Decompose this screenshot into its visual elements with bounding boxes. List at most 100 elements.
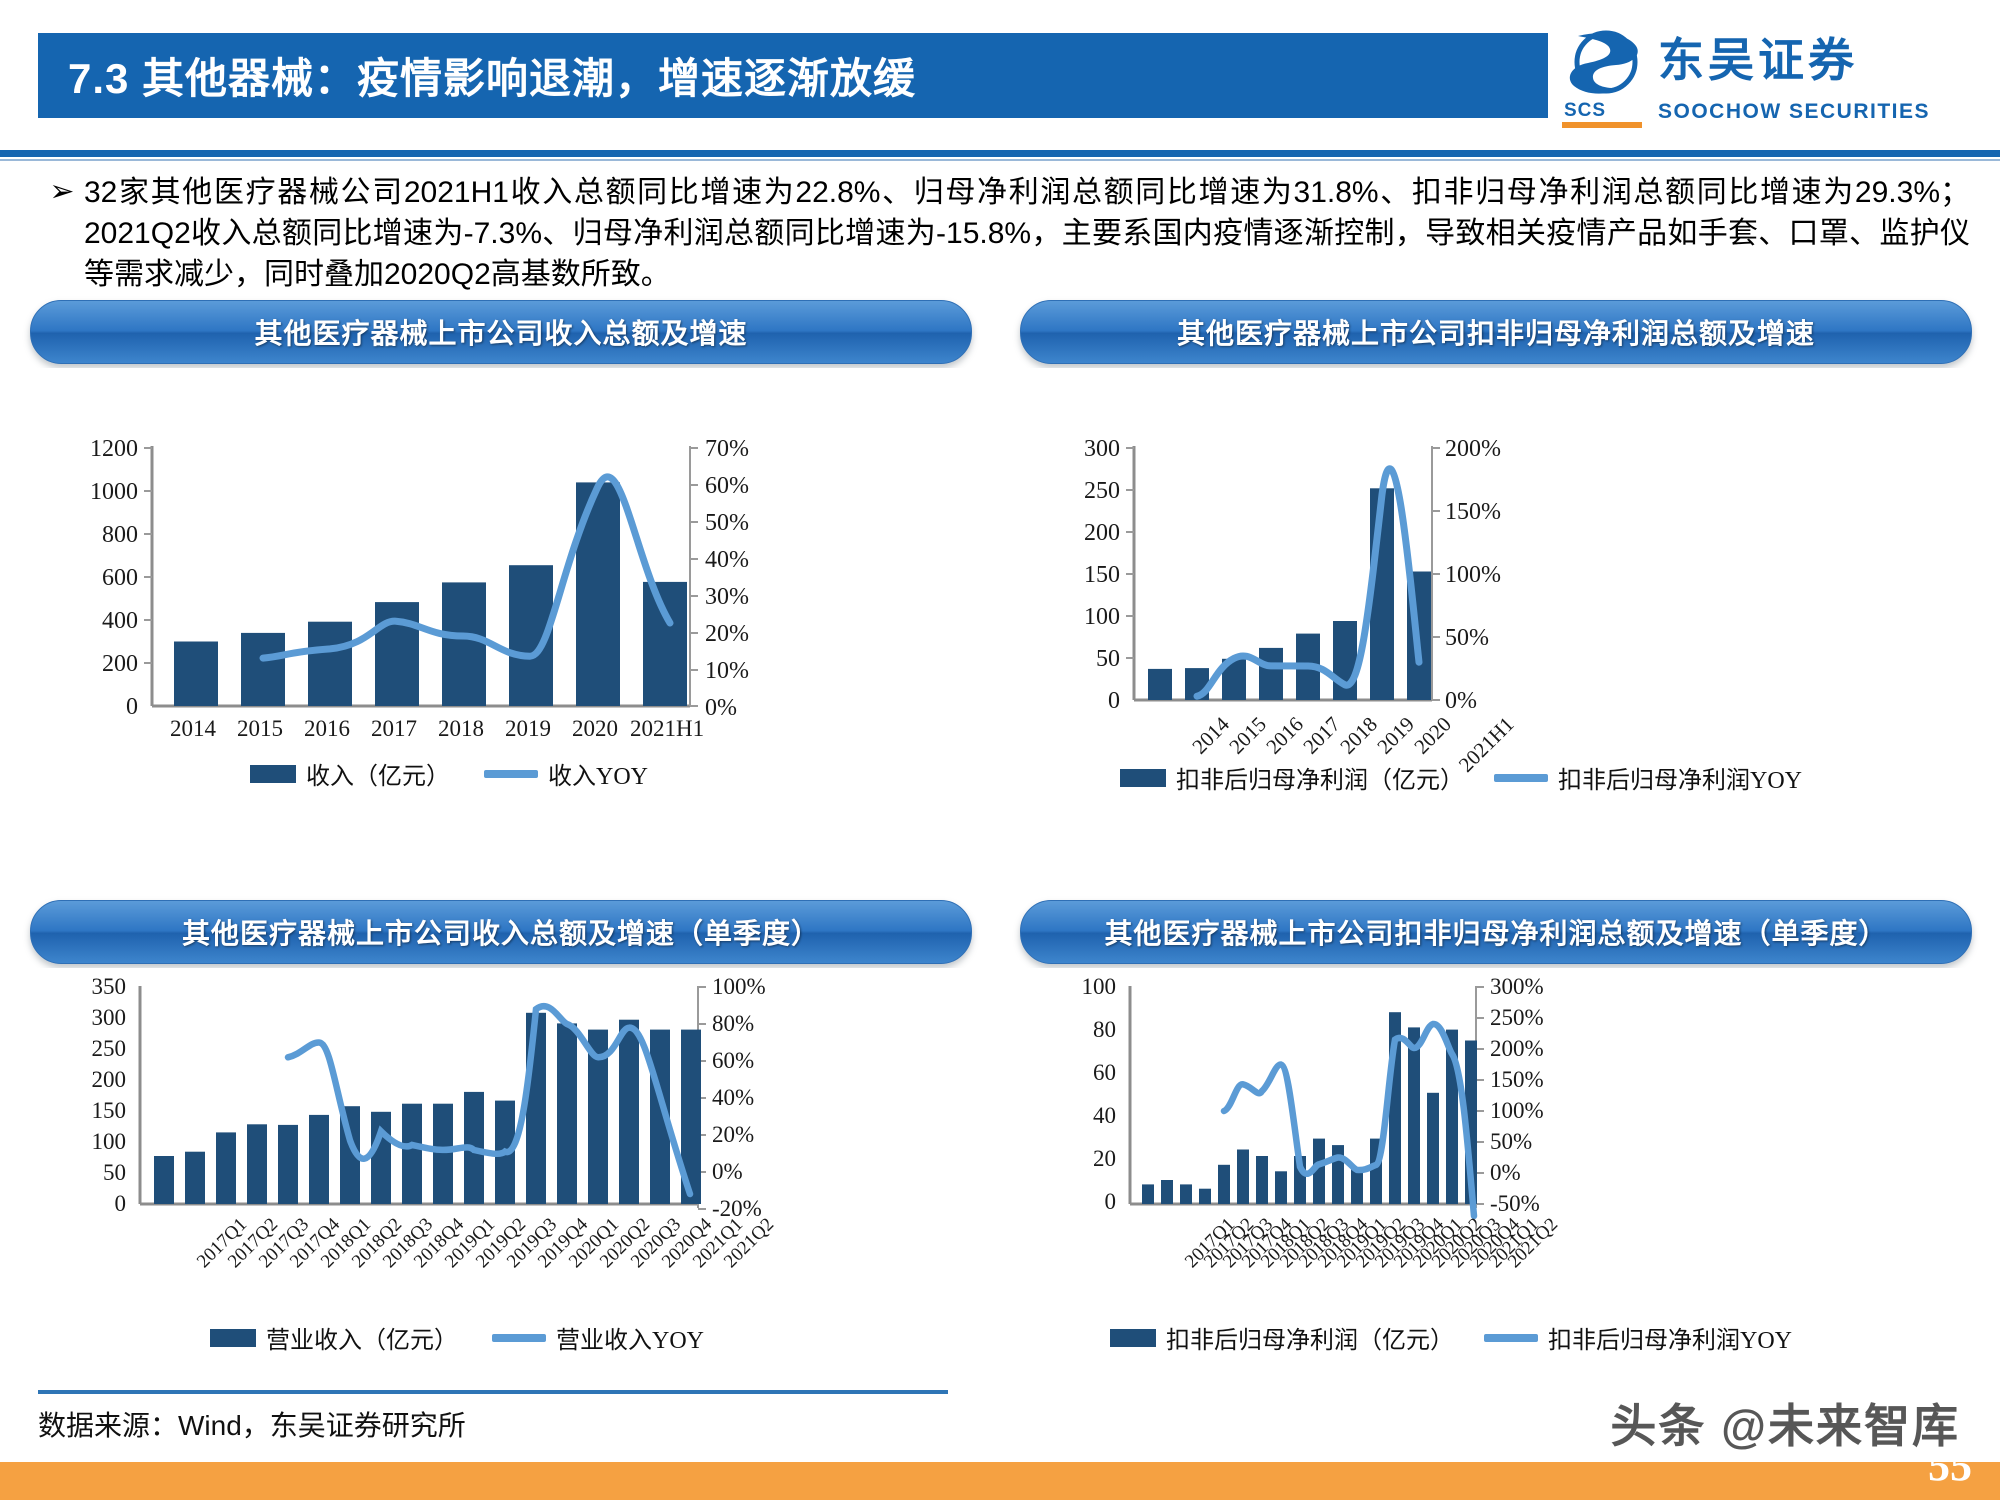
svg-text:200%: 200% xyxy=(1445,436,1501,462)
chart-plot-area: 350 300 250 200 150 100 50 0 100% 80% 60% 40% … xyxy=(30,968,970,1368)
svg-text:200: 200 xyxy=(1084,520,1120,546)
chart-plot-area: 100 80 60 40 20 0 300% 250% 200% 150% 100% 50%… xyxy=(1020,968,1970,1368)
svg-text:150: 150 xyxy=(1084,562,1120,588)
chart-title: 其他医疗器械上市公司收入总额及增速 xyxy=(254,318,748,349)
footer-accent-bar xyxy=(0,1462,2000,1500)
svg-text:250%: 250% xyxy=(1490,1005,1544,1030)
logo-english-name: SOOCHOW SECURITIES xyxy=(1658,100,1931,123)
legend-item-bar: 收入（亿元） xyxy=(250,756,450,791)
x-axis-label: 2021H1 xyxy=(630,716,705,741)
chart-card-profit-annual: 其他医疗器械上市公司扣非归母净利润总额及增速 300 250 200 150 100… xyxy=(1020,300,1972,860)
logo-abbrev: SCS xyxy=(1564,100,1607,121)
data-source-note: 数据来源：Wind，东吴证券研究所 xyxy=(38,1410,466,1441)
legend-item-bar: 扣非后归母净利润（亿元） xyxy=(1120,760,1464,795)
legend-label: 营业收入（亿元） xyxy=(266,1328,458,1354)
svg-text:0%: 0% xyxy=(1445,688,1477,714)
svg-text:60: 60 xyxy=(1093,1060,1116,1085)
legend-label: 扣非后归母净利润（亿元） xyxy=(1166,1328,1454,1354)
chart-legend: 扣非后归母净利润（亿元） 扣非后归母净利润YOY xyxy=(1110,1320,1792,1355)
chart-legend: 收入（亿元） 收入YOY xyxy=(250,756,648,791)
svg-text:80%: 80% xyxy=(712,1011,754,1036)
svg-text:350: 350 xyxy=(92,974,127,999)
svg-text:50: 50 xyxy=(1096,646,1120,672)
svg-text:100: 100 xyxy=(92,1129,127,1154)
legend-label: 收入YOY xyxy=(548,764,648,790)
logo-underline xyxy=(1562,122,1642,128)
svg-text:150%: 150% xyxy=(1490,1067,1544,1092)
x-axis-label: 2019 xyxy=(505,716,551,741)
svg-text:-50%: -50% xyxy=(1490,1191,1540,1216)
legend-item-bar: 营业收入（亿元） xyxy=(210,1320,458,1355)
svg-text:250: 250 xyxy=(92,1036,127,1061)
svg-text:600: 600 xyxy=(102,565,138,591)
chart-legend: 营业收入（亿元） 营业收入YOY xyxy=(210,1320,704,1355)
svg-text:50%: 50% xyxy=(705,510,749,536)
summary-paragraph: 32家其他医疗器械公司2021H1收入总额同比增速为22.8%、归母净利润总额同… xyxy=(84,176,1970,291)
chart-plot-area: 300 250 200 150 100 50 0 200% 150% 100% 50% 0… xyxy=(1020,368,1970,794)
svg-text:80: 80 xyxy=(1093,1017,1116,1042)
chart-svg-revenue-annual: 1200 1000 800 600 400 200 0 70% 60% 50% 40% 3… xyxy=(90,436,749,721)
legend-label: 扣非后归母净利润YOY xyxy=(1558,768,1802,794)
svg-text:200: 200 xyxy=(102,651,138,677)
x-axis-label: 2018 xyxy=(438,716,484,741)
bullet-arrow-icon: ➢ xyxy=(49,174,75,209)
svg-text:60%: 60% xyxy=(712,1048,754,1073)
header-divider xyxy=(0,150,2000,157)
svg-text:30%: 30% xyxy=(705,584,749,610)
svg-text:100%: 100% xyxy=(712,974,766,999)
chart-card-revenue-quarterly: 其他医疗器械上市公司收入总额及增速（单季度） 350 300 250 200 150… xyxy=(30,900,972,1380)
chart-title-banner: 其他医疗器械上市公司收入总额及增速 xyxy=(30,300,972,364)
svg-text:40: 40 xyxy=(1093,1103,1116,1128)
x-axis-label: 2016 xyxy=(304,716,350,741)
company-logo: 东吴证券 SCS SOOCHOW SECURITIES xyxy=(1562,26,1962,128)
chart-card-profit-quarterly: 其他医疗器械上市公司扣非归母净利润总额及增速（单季度） 100 80 60 40 2… xyxy=(1020,900,1972,1380)
summary-bullet: ➢ 32家其他医疗器械公司2021H1收入总额同比增速为22.8%、归母净利润总… xyxy=(40,172,1970,295)
legend-item-bar: 扣非后归母净利润（亿元） xyxy=(1110,1320,1454,1355)
svg-text:250: 250 xyxy=(1084,478,1120,504)
svg-text:20%: 20% xyxy=(712,1122,754,1147)
legend-bar-swatch xyxy=(1120,768,1166,787)
page-number: 55 xyxy=(1928,1441,1972,1490)
soochow-logo-icon xyxy=(1569,30,1638,94)
svg-text:150%: 150% xyxy=(1445,499,1501,525)
legend-line-swatch xyxy=(492,1333,546,1342)
legend-bar-swatch xyxy=(210,1328,256,1347)
svg-text:50: 50 xyxy=(103,1160,126,1185)
svg-text:0%: 0% xyxy=(705,695,737,721)
svg-text:200: 200 xyxy=(92,1067,127,1092)
legend-label: 扣非后归母净利润（亿元） xyxy=(1176,768,1464,794)
x-axis-label: 2017 xyxy=(371,716,417,741)
svg-text:40%: 40% xyxy=(712,1085,754,1110)
chart-svg-profit-quarterly: 100 80 60 40 20 0 300% 250% 200% 150% 100% 50%… xyxy=(1082,974,1544,1220)
svg-text:0%: 0% xyxy=(712,1159,743,1184)
chart-title-banner: 其他医疗器械上市公司扣非归母净利润总额及增速（单季度） xyxy=(1020,900,1972,964)
chart-title: 其他医疗器械上市公司收入总额及增速（单季度） xyxy=(181,918,820,949)
svg-text:100: 100 xyxy=(1082,974,1117,999)
chart-title: 其他医疗器械上市公司扣非归母净利润总额及增速（单季度） xyxy=(1104,918,1888,949)
svg-text:100%: 100% xyxy=(1445,562,1501,588)
x-axis-label: 2020 xyxy=(572,716,618,741)
legend-line-swatch xyxy=(1484,1333,1538,1342)
header-divider-secondary xyxy=(0,159,2000,161)
svg-text:0: 0 xyxy=(115,1191,127,1216)
slide-header: 7.3 其他器械：疫情影响退潮，增速逐渐放缓 东吴证券 SCS SOOCHOW … xyxy=(0,0,2000,150)
legend-item-line: 扣非后归母净利润YOY xyxy=(1484,1320,1792,1355)
chart-plot-area: 1200 1000 800 600 400 200 0 70% 60% 50% 40% 3… xyxy=(30,368,970,791)
svg-text:100: 100 xyxy=(1084,604,1120,630)
legend-item-line: 营业收入YOY xyxy=(492,1320,704,1355)
svg-text:150: 150 xyxy=(92,1098,127,1123)
svg-text:1200: 1200 xyxy=(90,436,138,462)
legend-item-line: 扣非后归母净利润YOY xyxy=(1494,760,1802,795)
legend-label: 收入（亿元） xyxy=(306,764,450,790)
chart-title-banner: 其他医疗器械上市公司收入总额及增速（单季度） xyxy=(30,900,972,964)
legend-bar-swatch xyxy=(250,764,296,783)
svg-text:20: 20 xyxy=(1093,1146,1116,1171)
chart-svg-profit-annual: 300 250 200 150 100 50 0 200% 150% 100% 50% 0… xyxy=(1084,436,1501,714)
legend-label: 扣非后归母净利润YOY xyxy=(1548,1328,1792,1354)
watermark: 头条 @未来智库 xyxy=(1610,1400,1960,1452)
logo-chinese-name: 东吴证券 xyxy=(1658,34,1858,86)
legend-line-swatch xyxy=(484,769,538,778)
x-axis-label: 2015 xyxy=(237,716,283,741)
svg-text:20%: 20% xyxy=(705,621,749,647)
